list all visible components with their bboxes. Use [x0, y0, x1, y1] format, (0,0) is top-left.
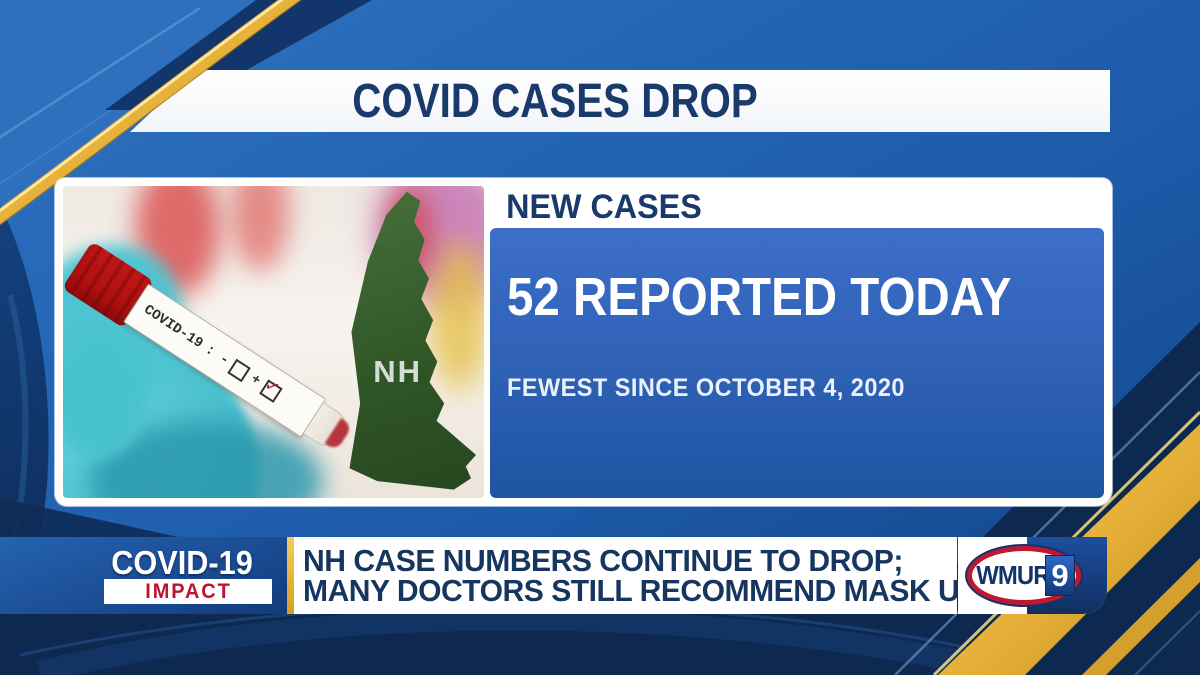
checkbox-empty-icon — [227, 358, 252, 383]
state-label: NH — [373, 354, 422, 389]
tube-pos-mark: + — [247, 371, 264, 390]
stats-heading: NEW CASES — [506, 187, 702, 226]
ticker-line-2: MANY DOCTORS STILL RECOMMEND MASK USE — [303, 572, 999, 608]
wmur-channel-badge: 9 — [1045, 555, 1075, 596]
stats-panel: NEW CASES 52 REPORTED TODAY FEWEST SINCE… — [490, 186, 1104, 498]
headline-ticker: NH CASE NUMBERS CONTINUE TO DROP; MANY D… — [294, 537, 999, 614]
covid-impact-title: COVID-19 — [111, 544, 253, 581]
covid-impact-bug: COVID-19 IMPACT — [0, 537, 287, 614]
gold-separator — [287, 537, 294, 614]
glove-thumb-blob — [63, 334, 146, 459]
stats-blue-box: 52 REPORTED TODAY FEWEST SINCE OCTOBER 4… — [490, 228, 1104, 498]
blurred-tube-red — [231, 186, 289, 271]
tube-label-text: COVID-19 — [140, 302, 206, 353]
tube-neg-mark: : - — [202, 341, 232, 370]
wmur-logo: WMUR 9 — [958, 537, 1107, 614]
main-content-box: COVID-19 : - + ✓ NH NEW CASES 52 REPORTE… — [55, 178, 1112, 506]
impact-box: IMPACT — [104, 579, 272, 604]
stats-headline: 52 REPORTED TODAY — [507, 267, 1012, 327]
stats-subline: FEWEST SINCE OCTOBER 4, 2020 — [507, 374, 905, 402]
page-title: COVID CASES DROP — [352, 74, 758, 128]
impact-label: IMPACT — [144, 579, 232, 603]
blurred-tube-yellow — [428, 241, 484, 391]
wmur-oval-icon: WMUR 9 — [965, 544, 1083, 607]
covid-test-photo: COVID-19 : - + ✓ NH — [63, 186, 484, 498]
checkbox-checked-icon: ✓ — [259, 374, 283, 403]
ticker-line-1: NH CASE NUMBERS CONTINUE TO DROP; — [303, 542, 903, 578]
wmur-station-text: WMUR — [976, 560, 1050, 590]
